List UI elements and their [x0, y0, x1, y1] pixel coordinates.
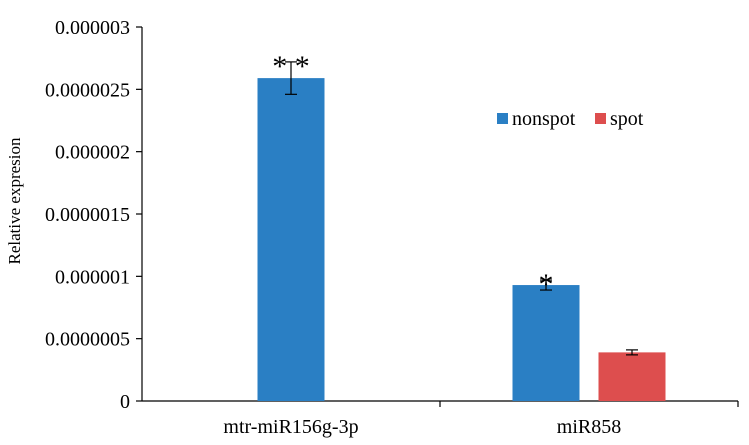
legend-swatch-spot [595, 113, 606, 124]
y-tick-label: 0 [120, 391, 130, 413]
y-tick-label: 0.0000025 [45, 79, 130, 101]
legend-label-spot: spot [610, 108, 644, 130]
bar-nonspot-1 [512, 285, 580, 401]
y-tick-label: 0.0000015 [45, 204, 130, 226]
legend-swatch-nonspot [497, 113, 508, 124]
legend: nonspot spot [497, 108, 644, 130]
significance-marker: * [539, 268, 554, 301]
y-tick-label: 0.000002 [55, 142, 130, 164]
y-tick-label: 0.0000005 [45, 329, 130, 351]
x-category-label: miR858 [557, 416, 621, 438]
bar-spot-1 [598, 352, 666, 401]
legend-label-nonspot: nonspot [512, 108, 576, 130]
x-axis: mtr-miR156g-3p miR858 [142, 400, 739, 438]
x-category-label: mtr-miR156g-3p [223, 416, 358, 438]
significance-marker: * * [272, 50, 310, 83]
y-tick-label: 0.000003 [55, 17, 130, 39]
y-tick-label: 0.000001 [55, 266, 130, 288]
bar-nonspot-0 [257, 78, 325, 401]
error-bar [540, 279, 552, 291]
error-bar [285, 61, 297, 95]
error-bar [626, 349, 638, 356]
y-axis: 0 0.0000005 0.000001 0.0000015 0.000002 0.000… [45, 17, 143, 413]
bars: * * * [257, 50, 666, 401]
y-axis-title: Relative expresion [5, 137, 24, 264]
